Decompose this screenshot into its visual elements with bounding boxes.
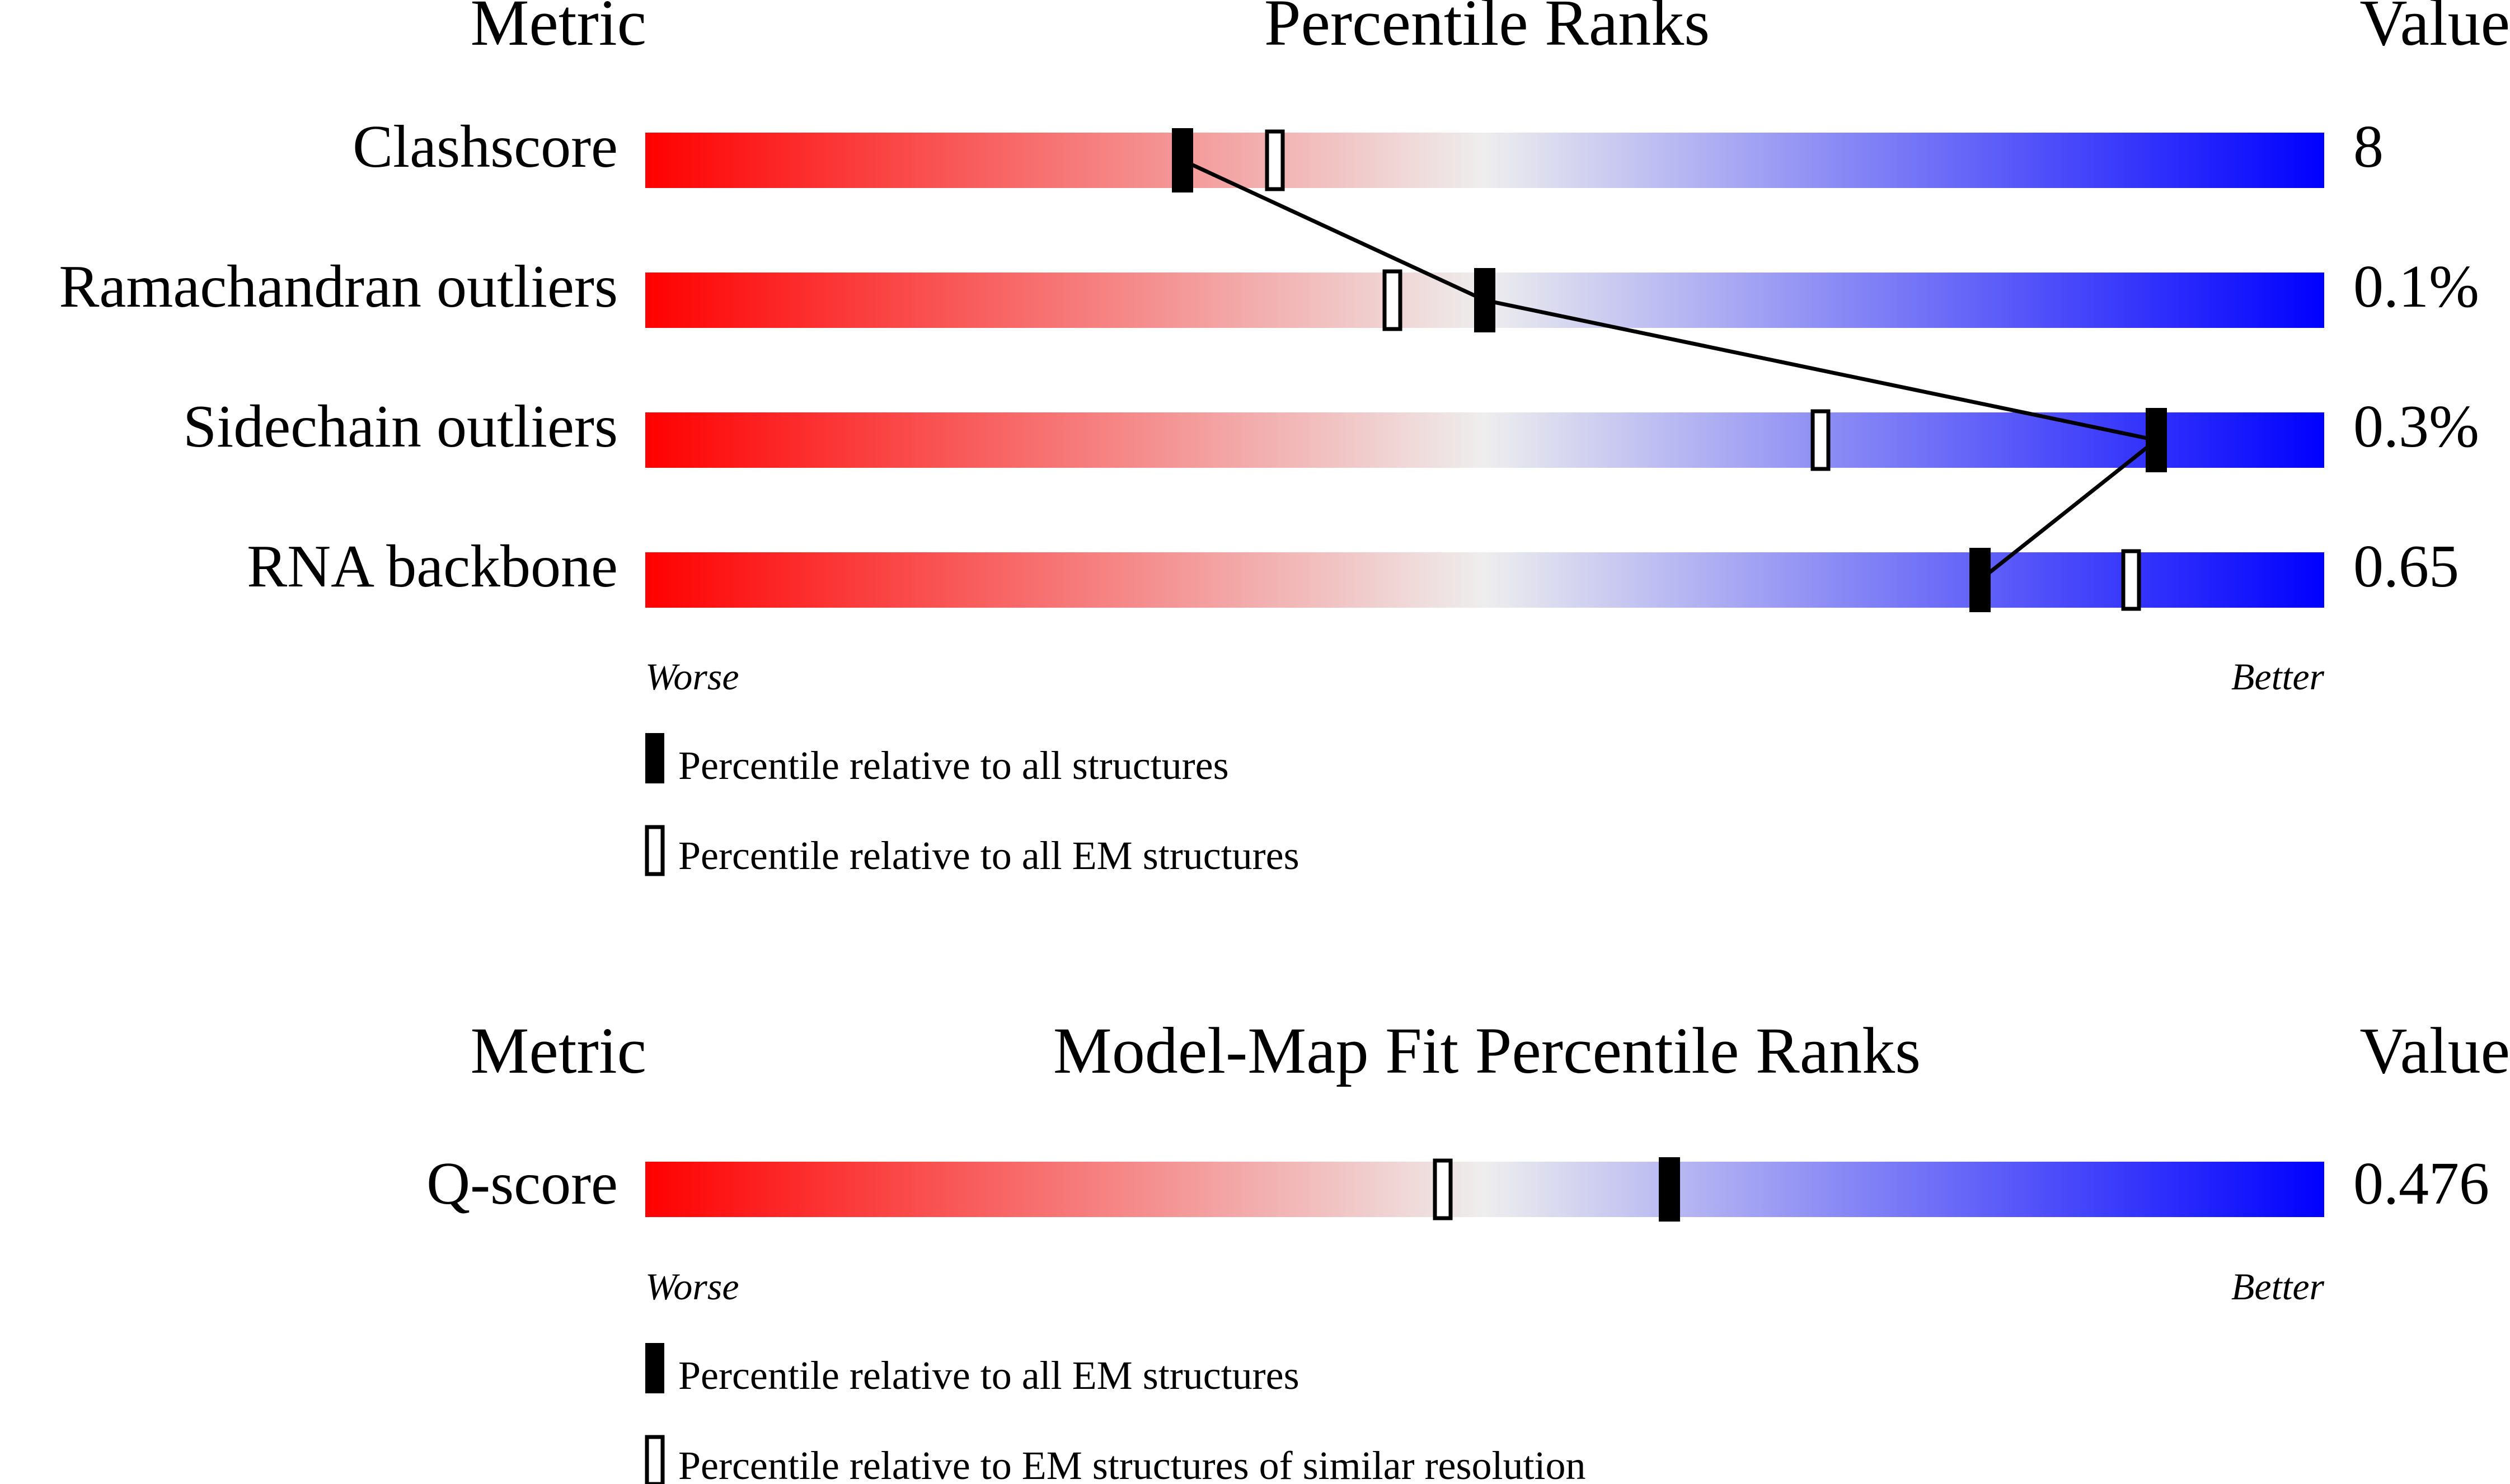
percentile-gradient-bar — [645, 133, 2324, 188]
subset-percentile-marker — [1265, 129, 1285, 191]
metric-row-ramachandran: Ramachandran outliers 0.1% — [59, 253, 2479, 328]
filled-marker-swatch — [645, 1343, 664, 1393]
metric-row-clashscore: Clashscore 8 — [353, 114, 2384, 188]
chart-title: Percentile Ranks — [1264, 0, 1710, 59]
metric-column-header: Metric — [470, 0, 646, 59]
percentile-gradient-bar — [645, 1162, 2324, 1217]
legend-label: Percentile relative to all EM structures — [678, 1353, 1299, 1398]
metric-row-sidechain: Sidechain outliers 0.3% — [183, 393, 2479, 468]
metric-label: Q-score — [426, 1150, 618, 1217]
subset-percentile-marker — [2121, 549, 2141, 611]
value-column-header: Value — [2359, 1014, 2510, 1087]
percentile-markers — [1433, 1157, 1680, 1222]
metric-row-rna-backbone: RNA backbone 0.65 — [247, 533, 2459, 608]
legend: Percentile relative to all EM structures… — [645, 1343, 1586, 1484]
metric-value: 8 — [2353, 114, 2384, 180]
better-label: Better — [2231, 1265, 2325, 1308]
metric-row-q-score: Q-score 0.476 — [426, 1150, 2489, 1217]
all-percentile-marker — [1969, 548, 1991, 612]
subset-percentile-marker — [1382, 269, 1402, 331]
metric-label: RNA backbone — [247, 533, 618, 600]
subset-percentile-marker — [1810, 409, 1831, 471]
percentile-gradient-bar — [645, 552, 2324, 608]
filled-marker-swatch — [645, 733, 664, 783]
all-percentile-marker — [2146, 408, 2167, 472]
model-map-fit-panel: Metric Model-Map Fit Percentile Ranks Va… — [426, 1014, 2510, 1484]
all-percentile-marker — [1474, 268, 1495, 332]
metric-value: 0.65 — [2353, 533, 2459, 600]
metric-label: Clashscore — [353, 114, 618, 180]
chart-title: Model-Map Fit Percentile Ranks — [1053, 1014, 1921, 1087]
percentile-markers — [1172, 128, 2167, 612]
open-marker-swatch — [645, 825, 665, 876]
metric-label: Sidechain outliers — [183, 393, 618, 460]
better-label: Better — [2231, 655, 2325, 698]
legend: Percentile relative to all structures Pe… — [645, 733, 1299, 878]
all-percentile-marker — [1659, 1157, 1680, 1222]
percentile-gradient-bar — [645, 412, 2324, 468]
value-column-header: Value — [2359, 0, 2510, 59]
metric-label: Ramachandran outliers — [59, 253, 618, 320]
subset-percentile-marker — [1433, 1158, 1453, 1220]
validation-panel: Metric Percentile Ranks Value Clashscore… — [59, 0, 2510, 878]
worse-label: Worse — [645, 655, 739, 698]
legend-label: Percentile relative to all structures — [678, 743, 1229, 788]
metric-value: 0.1% — [2353, 253, 2479, 320]
all-percentile-marker — [1172, 128, 1193, 192]
metric-value: 0.3% — [2353, 393, 2479, 460]
metric-column-header: Metric — [470, 1014, 646, 1087]
percentile-connector-line — [1181, 158, 2161, 582]
metric-value: 0.476 — [2353, 1150, 2489, 1217]
open-marker-swatch — [645, 1435, 665, 1484]
legend-label: Percentile relative to all EM structures — [678, 833, 1299, 878]
worse-label: Worse — [645, 1265, 739, 1308]
legend-label: Percentile relative to EM structures of … — [678, 1443, 1586, 1484]
